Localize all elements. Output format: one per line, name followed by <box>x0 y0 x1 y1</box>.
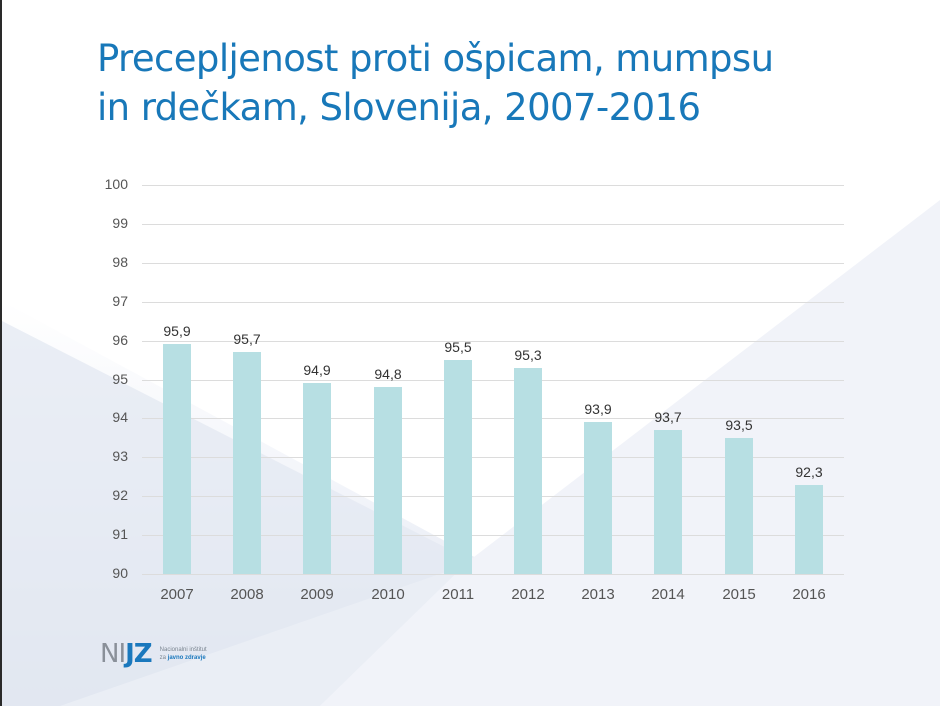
gridline <box>142 418 844 419</box>
y-axis-tick: 96 <box>112 332 128 348</box>
logo-text-line-2: za javno zdravje <box>159 655 206 661</box>
x-axis-tick: 2010 <box>371 586 405 603</box>
bar-2008 <box>233 352 261 574</box>
bar-2013 <box>584 422 612 574</box>
bar-2011 <box>444 360 472 574</box>
left-border <box>0 0 2 706</box>
y-axis-tick: 91 <box>112 526 128 542</box>
x-axis-tick: 2007 <box>160 586 194 603</box>
bar-value-label: 94,8 <box>374 366 402 382</box>
bar-value-label: 93,9 <box>584 401 612 417</box>
bar-value-label: 94,9 <box>303 362 331 378</box>
x-axis-tick: 2016 <box>792 586 826 603</box>
y-axis-tick: 92 <box>112 487 128 503</box>
x-axis-tick: 2014 <box>651 586 685 603</box>
nijz-logo: NI JZ Nacionalni inštitut za javno zdravj… <box>100 638 207 670</box>
gridline <box>142 302 844 303</box>
y-axis-tick: 98 <box>112 254 128 270</box>
y-axis-tick: 97 <box>112 293 128 309</box>
bar-value-label: 92,3 <box>795 464 823 480</box>
y-axis-tick: 90 <box>112 565 128 581</box>
y-axis-tick: 93 <box>112 448 128 464</box>
y-axis-tick: 94 <box>112 409 128 425</box>
bar-value-label: 93,7 <box>654 409 682 425</box>
gridline <box>142 185 844 186</box>
x-axis-tick: 2011 <box>441 586 475 603</box>
bar-value-label: 95,9 <box>163 323 191 339</box>
bar-2012 <box>514 368 542 574</box>
bar-value-label: 93,5 <box>725 417 753 433</box>
bar-2009 <box>303 383 331 574</box>
bar-2015 <box>725 438 753 574</box>
bar-2010 <box>374 387 402 574</box>
logo-text-line-1: Nacionalni inštitut <box>159 647 207 653</box>
x-axis-tick: 2012 <box>511 586 545 603</box>
gridline <box>142 457 844 458</box>
logo-text: Nacionalni inštitut za javno zdravje <box>160 646 207 662</box>
bar-2007 <box>163 344 191 574</box>
y-axis-tick: 99 <box>112 215 128 231</box>
chart-title-line-1: Precepljenost proti ošpicam, mumpsu <box>97 37 774 80</box>
x-axis-tick: 2008 <box>230 586 264 603</box>
bar-2014 <box>654 430 682 574</box>
chart-title: Precepljenost proti ošpicam, mumpsu in r… <box>97 34 857 132</box>
gridline <box>142 535 844 536</box>
chart-title-line-2: in rdečkam, Slovenija, 2007-2016 <box>97 86 701 129</box>
x-axis-tick: 2013 <box>581 586 615 603</box>
bar-value-label: 95,7 <box>233 331 261 347</box>
logo-mark-jz: JZ <box>125 639 153 669</box>
gridline <box>142 224 844 225</box>
gridline <box>142 574 844 575</box>
x-axis-tick: 2009 <box>300 586 334 603</box>
x-axis-tick: 2015 <box>722 586 756 603</box>
logo-mark-ni: NI <box>100 639 126 669</box>
gridline <box>142 341 844 342</box>
y-axis-tick: 95 <box>112 371 128 387</box>
gridline <box>142 380 844 381</box>
y-axis-tick: 100 <box>104 176 128 192</box>
bar-value-label: 95,3 <box>514 347 542 363</box>
gridline <box>142 496 844 497</box>
gridline <box>142 263 844 264</box>
bar-2016 <box>795 485 823 574</box>
bar-value-label: 95,5 <box>444 339 472 355</box>
